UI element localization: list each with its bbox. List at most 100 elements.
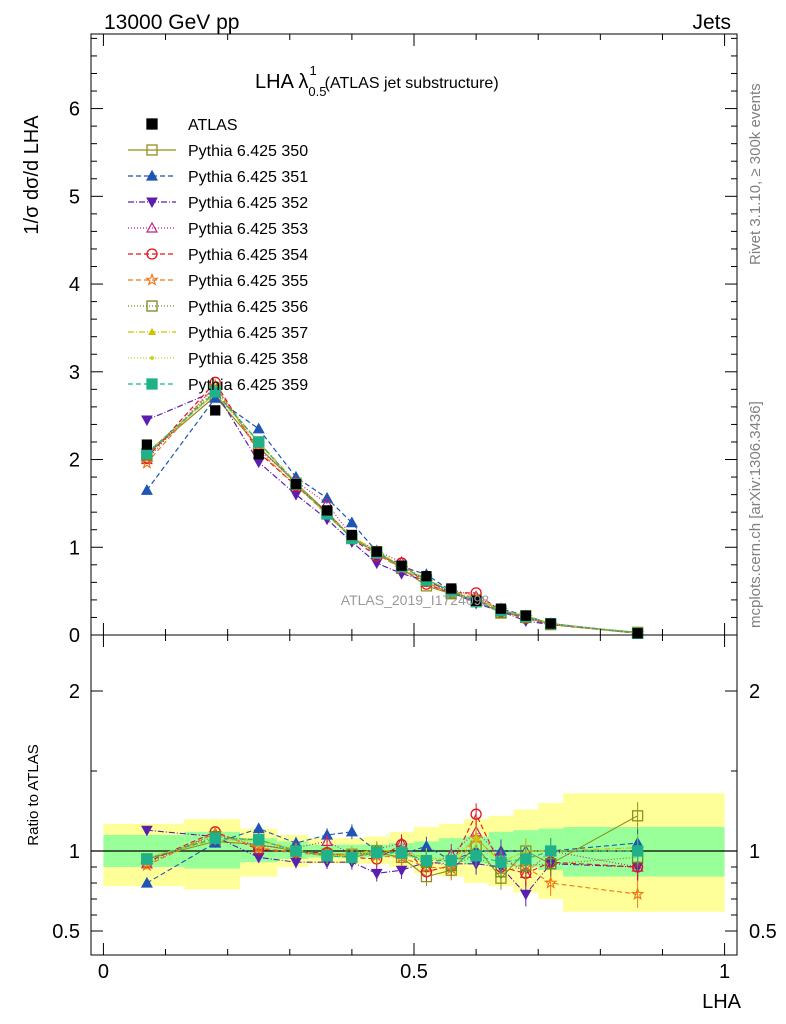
ratio-point <box>631 845 644 857</box>
legend-marker <box>146 197 158 209</box>
legend-label: Pythia 6.425 355 <box>188 273 308 290</box>
ratio-point <box>290 845 302 857</box>
ratio-line <box>146 831 638 875</box>
ratio-point <box>251 840 266 854</box>
ratio-point <box>545 845 557 857</box>
reference-point <box>396 560 407 571</box>
legend-entry-reference: ATLAS <box>146 117 238 134</box>
reference-point <box>253 449 264 460</box>
ratio-point <box>253 834 265 846</box>
header-jets: Jets <box>692 11 731 34</box>
ratio-ytick-label: 2 <box>69 681 80 703</box>
legend-reference-label: ATLAS <box>188 117 238 134</box>
header-mcplots: mcplots.cern.ch [arXiv:1306.3436] <box>747 401 764 628</box>
reference-point <box>210 405 221 416</box>
ratio-xtick-label: 0.5 <box>400 961 428 983</box>
legend: ATLAS Pythia 6.425 350 Pythia 6.425 351 Pyt… <box>128 117 308 394</box>
ratio-point <box>395 846 408 859</box>
ratio-ytick-label: 0.5 <box>52 921 80 943</box>
legend-marker <box>145 169 159 181</box>
ratio-point <box>470 808 482 820</box>
ratio-point <box>345 825 358 837</box>
legend-label: Pythia 6.425 350 <box>188 143 308 160</box>
reference-point <box>141 439 153 450</box>
legend-entry: Pythia 6.425 355 <box>128 272 308 290</box>
legend-label: Pythia 6.425 357 <box>188 325 308 342</box>
ratio-point <box>445 854 457 867</box>
ratio-point <box>346 851 358 864</box>
main-ytick-label: 6 <box>69 99 80 121</box>
series-line <box>146 391 638 634</box>
main-ytick-label: 4 <box>69 274 80 296</box>
legend-label: Pythia 6.425 353 <box>188 221 308 238</box>
watermark: ATLAS_2019_I1724098 <box>341 592 490 608</box>
legend-label: Pythia 6.425 358 <box>188 351 308 368</box>
legend-marker <box>147 327 157 335</box>
ratio-point <box>420 854 433 867</box>
legend-label: Pythia 6.425 352 <box>188 195 308 212</box>
ratio-point <box>370 868 383 880</box>
reference-series <box>141 405 643 639</box>
legend-entry: Pythia 6.425 351 <box>128 169 308 186</box>
series-point <box>290 490 302 501</box>
ratio-point <box>631 810 644 822</box>
legend-marker <box>150 356 154 360</box>
legend-label: Pythia 6.425 356 <box>188 299 308 316</box>
ratio-point <box>470 850 482 862</box>
ratio-point <box>209 832 221 844</box>
series-point <box>252 422 265 434</box>
ratio-point <box>140 876 153 888</box>
ratio-ylabel: Ratio to ATLAS <box>25 744 42 845</box>
main-title-text: LHA λ <box>255 71 308 93</box>
series-point <box>141 415 153 427</box>
legend-entry: Pythia 6.425 353 <box>128 221 308 238</box>
legend-marker <box>146 300 158 312</box>
main-data-layer <box>140 376 645 640</box>
reference-point <box>520 610 531 621</box>
reference-point <box>545 618 556 629</box>
x-axis-label: LHA <box>702 991 742 1013</box>
reference-point <box>321 505 333 516</box>
main-ylabel-text: 1/σ dσ/d LHA <box>21 115 43 235</box>
ratio-line <box>146 837 638 863</box>
series-line <box>146 390 638 634</box>
legend-label: Pythia 6.425 351 <box>188 169 308 186</box>
band-inner-bin <box>563 827 725 877</box>
legend-marker <box>145 221 159 233</box>
series-point <box>140 483 153 495</box>
series-point <box>209 386 221 398</box>
series-point <box>370 558 383 570</box>
ratio-ytick-label: 1 <box>69 841 80 863</box>
legend-entry: Pythia 6.425 357 <box>128 325 308 342</box>
main-ytick-label: 2 <box>69 450 80 472</box>
ratio-point <box>141 853 153 865</box>
header-rivet: Rivet 3.1.10, ≥ 300k events <box>747 83 764 265</box>
legend-entry: Pythia 6.425 352 <box>128 195 308 212</box>
main-title-sup: 1 <box>309 63 316 78</box>
main-title-tail: (ATLAS jet substructure) <box>325 75 499 92</box>
main-ytick-label: 0 <box>69 625 80 647</box>
main-panel: ATLAS_2019_I1724098 0 1 2 3 4 5 6 LHA λ0.5 1 (AT… <box>21 33 738 647</box>
ratio-point <box>252 822 265 834</box>
legend-entry: Pythia 6.425 354 <box>128 247 308 264</box>
legend-entry: Pythia 6.425 359 <box>128 377 308 394</box>
reference-point <box>632 628 643 639</box>
legend-label: Pythia 6.425 359 <box>188 377 308 394</box>
series-point <box>345 516 358 528</box>
ratio-axes: 0.5 0.5 1 1 2 2 0 0.5 1 <box>52 635 777 983</box>
ratio-point <box>630 886 645 901</box>
ratio-point <box>321 835 334 847</box>
ratio-xtick-label: 0 <box>98 961 109 983</box>
ratio-point <box>520 853 532 865</box>
ratio-ytick-label-right: 2 <box>749 681 760 703</box>
ratio-line <box>146 828 638 884</box>
main-ytick-label: 5 <box>69 186 80 208</box>
series-point <box>140 455 154 469</box>
reference-point <box>346 529 358 541</box>
reference-point <box>446 583 457 594</box>
reference-point <box>495 603 507 614</box>
ratio-series-10 <box>141 832 644 874</box>
ratio-point <box>543 875 558 889</box>
series-point <box>253 436 265 448</box>
legend-reference-marker <box>146 118 158 130</box>
